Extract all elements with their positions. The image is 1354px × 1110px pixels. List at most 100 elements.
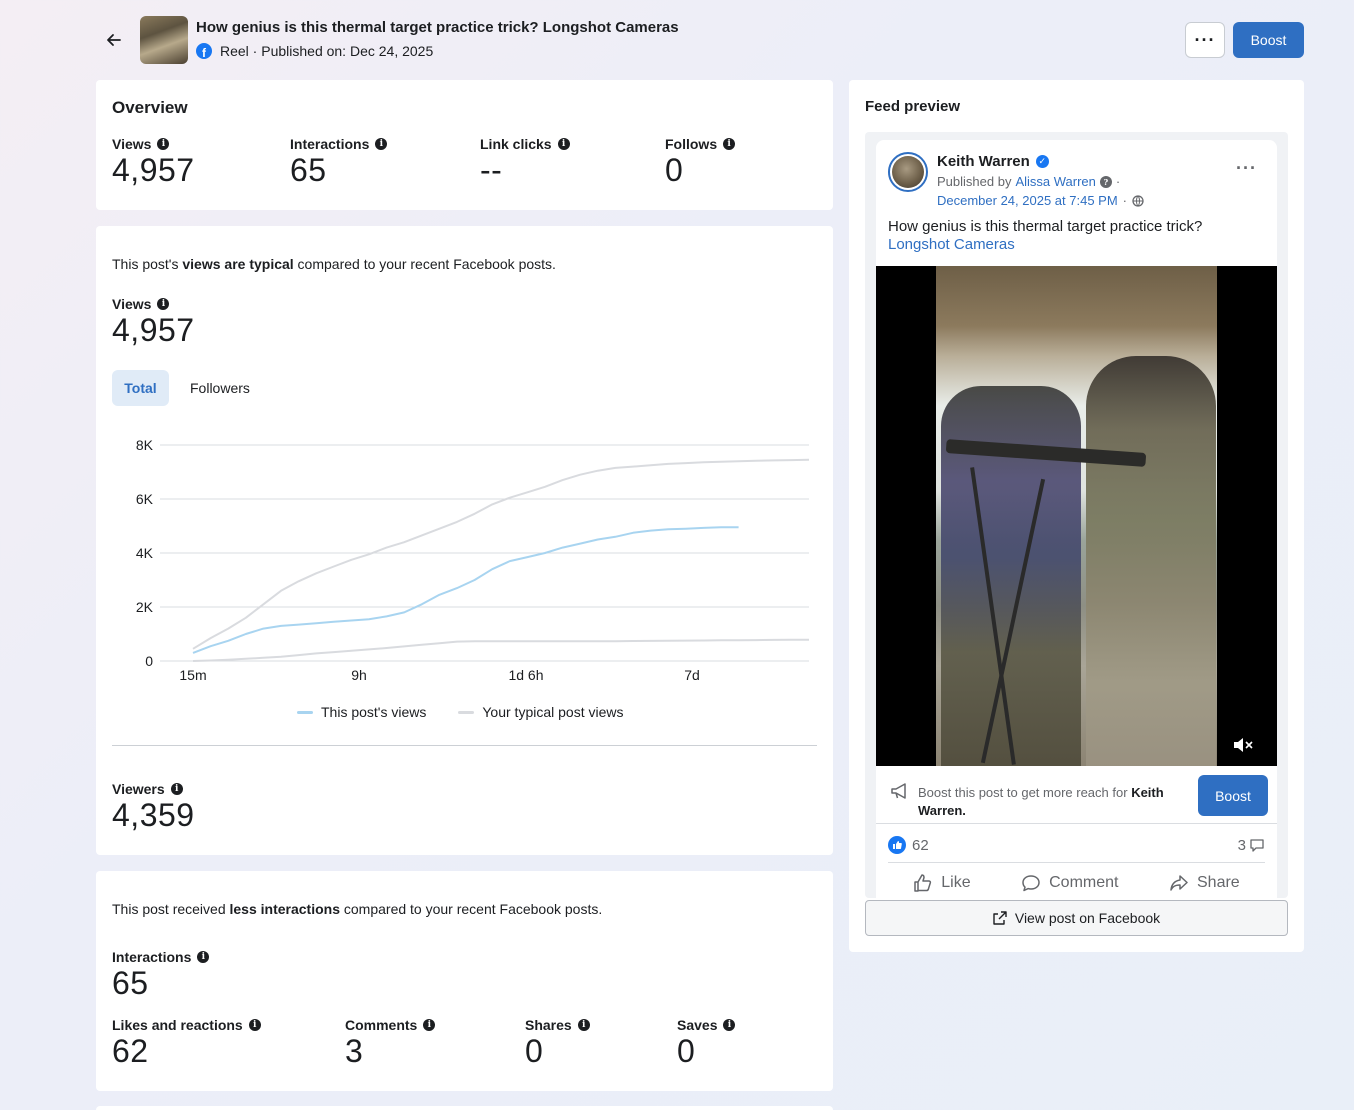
info-icon[interactable]: i xyxy=(197,951,210,963)
back-button[interactable] xyxy=(100,26,128,54)
feed-preview-frame[interactable]: Keith Warren ✓ Published by Alissa Warre… xyxy=(865,132,1288,898)
comment-bubble-icon xyxy=(1250,839,1264,852)
metric-label: Shares xyxy=(525,1017,572,1033)
boost-prompt-text: Boost this post to get more reach for Ke… xyxy=(918,784,1188,820)
metric-shares: Shares i 0 xyxy=(525,1017,590,1070)
metric-label: Interactions xyxy=(290,136,370,152)
thumbs-up-icon xyxy=(914,873,932,892)
metric-value: 65 xyxy=(112,965,149,1001)
y-tick-label: 4K xyxy=(136,545,154,561)
y-tick-label: 2K xyxy=(136,599,154,615)
metric-value: 4,359 xyxy=(112,797,195,833)
series-line xyxy=(192,638,810,662)
summary-emphasis: less interactions xyxy=(229,901,341,917)
post-meta-text: Reel · Published on: Dec 24, 2025 xyxy=(220,43,434,59)
megaphone-icon xyxy=(890,782,910,805)
view-on-facebook-button[interactable]: View post on Facebook xyxy=(865,900,1288,936)
post-more-button[interactable]: ··· xyxy=(1236,158,1257,178)
metric-label: Views xyxy=(112,296,152,312)
info-icon[interactable]: i xyxy=(723,138,736,150)
legend-label: This post's views xyxy=(321,704,427,720)
info-icon[interactable]: i xyxy=(170,783,183,795)
boost-prompt-row: Boost this post to get more reach for Ke… xyxy=(876,766,1277,824)
comments-count[interactable]: 3 xyxy=(1237,836,1246,854)
legend-swatch xyxy=(458,710,475,714)
share-button[interactable]: Share xyxy=(1169,873,1240,893)
info-icon[interactable]: i xyxy=(157,138,170,150)
metric-interactions: Interactions i 65 xyxy=(290,136,388,189)
metric-label: Link clicks xyxy=(480,136,552,152)
metric-value: 0 xyxy=(677,1033,696,1069)
metric-likes: Likes and reactions i 62 xyxy=(112,1017,261,1070)
reactions-count[interactable]: 62 xyxy=(912,836,929,854)
mute-icon[interactable] xyxy=(1232,736,1254,759)
author-name[interactable]: Keith Warren ✓ xyxy=(937,153,1049,170)
metric-label: Interactions xyxy=(112,949,192,965)
info-icon[interactable]: i xyxy=(557,138,570,150)
verified-badge-icon: ✓ xyxy=(1035,155,1049,168)
info-icon[interactable]: i xyxy=(375,138,388,150)
info-icon[interactable]: i xyxy=(423,1019,436,1031)
interactions-card: This post received less interactions com… xyxy=(96,871,833,1091)
globe-icon xyxy=(1132,194,1144,207)
y-tick-label: 8K xyxy=(136,437,154,453)
metric-label: Likes and reactions xyxy=(112,1017,243,1033)
legend-item: This post's views xyxy=(297,704,426,720)
published-by: Published by Alissa Warren ? · xyxy=(937,174,1121,189)
tab-total[interactable]: Total xyxy=(112,370,169,406)
like-button[interactable]: Like xyxy=(913,873,971,893)
help-icon[interactable]: ? xyxy=(1099,175,1112,188)
x-tick-label: 9h xyxy=(351,667,367,683)
series-line xyxy=(192,526,739,654)
boost-button[interactable]: Boost xyxy=(1233,22,1304,58)
y-tick-label: 6K xyxy=(136,491,154,507)
info-icon[interactable]: i xyxy=(157,298,170,310)
views-card: This post's views are typical compared t… xyxy=(96,226,833,855)
metric-value: 0 xyxy=(525,1033,544,1069)
post-preview: Keith Warren ✓ Published by Alissa Warre… xyxy=(876,140,1277,898)
info-icon[interactable]: i xyxy=(577,1019,590,1031)
metric-value: 62 xyxy=(112,1033,149,1069)
post-thumbnail xyxy=(140,16,188,64)
overview-card: Overview Views i 4,957 Interactions i 65 L… xyxy=(96,80,833,210)
summary-emphasis: views are typical xyxy=(182,256,294,272)
publish-date: December 24, 2025 at 7:45 PM · xyxy=(937,193,1144,208)
comment-label: Comment xyxy=(1049,873,1119,891)
series-line xyxy=(192,458,810,650)
publisher-link[interactable]: Alissa Warren xyxy=(1015,174,1096,189)
views-chart: 0 2K 4K 6K 8K 15m 9h 1d 6h 7d xyxy=(136,437,810,683)
metric-value: 65 xyxy=(290,152,327,188)
feed-preview-card: Feed preview Keith Warren ✓ Published by… xyxy=(849,80,1304,952)
publish-date-link[interactable]: December 24, 2025 at 7:45 PM xyxy=(937,193,1118,208)
info-icon[interactable]: i xyxy=(723,1019,736,1031)
avatar[interactable] xyxy=(888,152,928,192)
interactions-summary: This post received less interactions com… xyxy=(112,901,602,917)
page-title: How genius is this thermal target practi… xyxy=(196,19,679,36)
metric-saves: Saves i 0 xyxy=(677,1017,736,1070)
post-link[interactable]: Longshot Cameras xyxy=(888,236,1015,253)
metric-value: -- xyxy=(480,152,503,188)
video-frame xyxy=(936,266,1217,766)
post-meta: f Reel · Published on: Dec 24, 2025 xyxy=(196,43,433,59)
post-actions: Like Comment Share xyxy=(888,862,1265,898)
legend-label: Your typical post views xyxy=(482,704,624,720)
metric-link-clicks: Link clicks i -- xyxy=(480,136,570,189)
summary-text: This post's xyxy=(112,256,183,272)
views-summary: This post's views are typical compared t… xyxy=(112,256,556,272)
boost-post-button[interactable]: Boost xyxy=(1198,775,1268,816)
views-metric: Views i 4,957 xyxy=(112,296,195,349)
more-options-button[interactable]: ··· xyxy=(1185,22,1225,58)
x-tick-label: 15m xyxy=(179,667,206,683)
metric-comments: Comments i 3 xyxy=(345,1017,436,1070)
summary-text: compared to your recent Facebook posts. xyxy=(340,901,603,917)
tab-followers[interactable]: Followers xyxy=(190,380,250,396)
interactions-metric: Interactions i 65 xyxy=(112,949,210,1002)
metric-label: Viewers xyxy=(112,781,165,797)
next-card xyxy=(96,1106,833,1110)
metric-views: Views i 4,957 xyxy=(112,136,195,189)
info-icon[interactable]: i xyxy=(248,1019,261,1031)
boost-prompt-label: Boost this post to get more reach for xyxy=(918,785,1128,800)
like-label: Like xyxy=(941,873,971,891)
video-player[interactable] xyxy=(876,266,1277,766)
comment-button[interactable]: Comment xyxy=(1021,873,1118,893)
